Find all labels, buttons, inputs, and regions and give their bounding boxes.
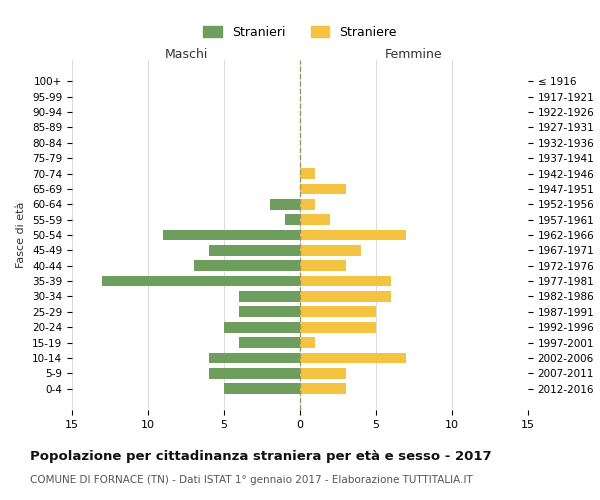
Bar — [163, 230, 300, 240]
Bar — [103, 276, 300, 286]
Bar — [300, 168, 315, 179]
Bar — [209, 352, 300, 364]
Bar — [300, 214, 331, 225]
Bar — [194, 260, 300, 271]
Text: Femmine: Femmine — [385, 48, 443, 62]
Bar — [300, 199, 315, 209]
Bar — [300, 337, 315, 348]
Bar — [300, 260, 346, 271]
Bar — [209, 245, 300, 256]
Bar — [239, 291, 300, 302]
Text: Maschi: Maschi — [164, 48, 208, 62]
Text: Popolazione per cittadinanza straniera per età e sesso - 2017: Popolazione per cittadinanza straniera p… — [30, 450, 491, 463]
Bar — [300, 384, 346, 394]
Bar — [239, 337, 300, 348]
Y-axis label: Fasce di età: Fasce di età — [16, 202, 26, 268]
Text: COMUNE DI FORNACE (TN) - Dati ISTAT 1° gennaio 2017 - Elaborazione TUTTITALIA.IT: COMUNE DI FORNACE (TN) - Dati ISTAT 1° g… — [30, 475, 473, 485]
Bar — [269, 199, 300, 209]
Legend: Stranieri, Straniere: Stranieri, Straniere — [198, 20, 402, 44]
Bar — [209, 368, 300, 378]
Bar — [285, 214, 300, 225]
Bar — [300, 230, 406, 240]
Bar — [300, 306, 376, 317]
Bar — [300, 322, 376, 332]
Bar — [239, 306, 300, 317]
Bar — [224, 384, 300, 394]
Bar — [300, 368, 346, 378]
Bar — [300, 291, 391, 302]
Bar — [224, 322, 300, 332]
Bar — [300, 184, 346, 194]
Bar — [300, 245, 361, 256]
Bar — [300, 352, 406, 364]
Bar — [300, 276, 391, 286]
